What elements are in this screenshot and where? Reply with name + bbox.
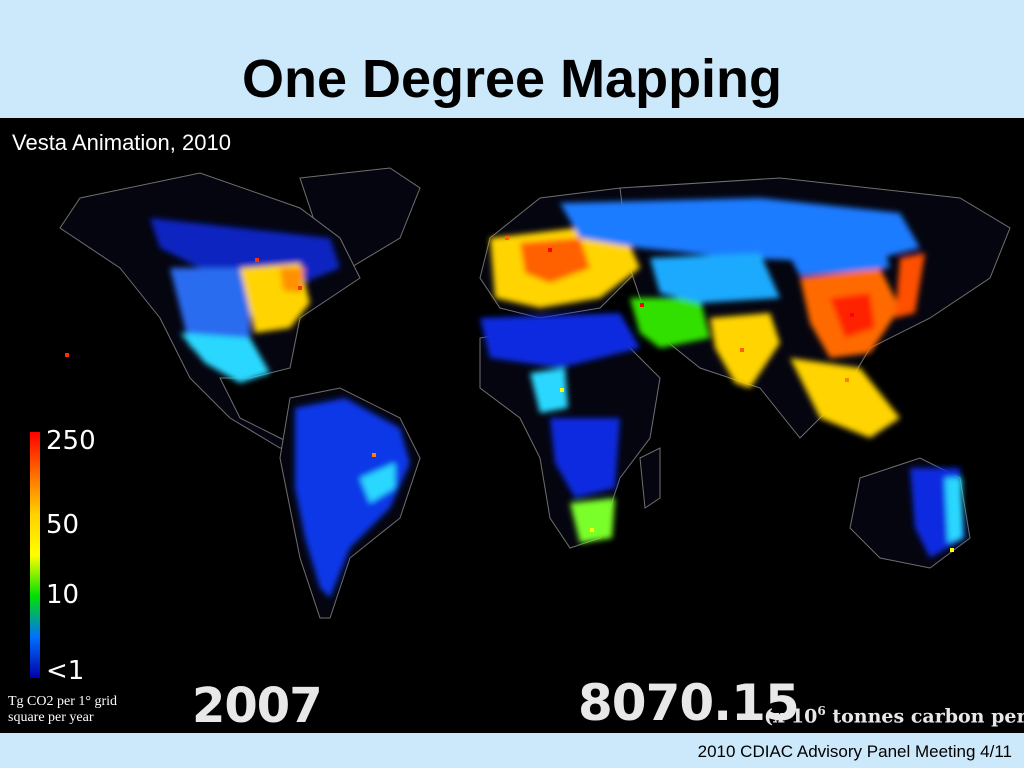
usa-west-emission xyxy=(170,268,250,348)
mexico-emission xyxy=(180,333,270,383)
hotspot xyxy=(740,348,744,352)
hotspot-dots xyxy=(65,236,954,552)
color-legend-bar xyxy=(30,432,40,678)
central-africa-emission xyxy=(550,418,620,498)
map-caption: Vesta Animation, 2010 xyxy=(12,130,231,155)
legend-label-50: 50 xyxy=(46,510,80,540)
madagascar-outline xyxy=(639,447,661,509)
hotspot xyxy=(950,548,954,552)
europe-core-emission xyxy=(520,238,590,283)
hotspot xyxy=(372,453,376,457)
total-emission-unit: (x 106 tonnes carbon per year xyxy=(764,704,1024,727)
legend-label-10: 10 xyxy=(46,580,80,610)
mongolia-emission xyxy=(780,233,890,276)
unit-exponent: 6 xyxy=(817,704,826,718)
hotspot xyxy=(298,286,302,290)
emission-regions xyxy=(150,198,965,598)
hotspot xyxy=(505,236,509,240)
hotspot xyxy=(255,258,259,262)
total-emission-value: 8070.15 xyxy=(578,674,800,732)
hotspot xyxy=(548,248,552,252)
slide-footer: 2010 CDIAC Advisory Panel Meeting 4/11 xyxy=(697,742,1012,761)
hotspot xyxy=(845,378,849,382)
se-asia-emission xyxy=(790,358,900,438)
south-africa-emission xyxy=(570,498,615,543)
year-label: 2007 xyxy=(192,678,323,733)
slide-title: One Degree Mapping xyxy=(241,49,783,109)
hotspot xyxy=(850,313,854,317)
legend-label-lt1: <1 xyxy=(46,656,85,686)
legend-unit-text: Tg CO2 per 1° grid square per year xyxy=(8,694,118,725)
unit-prefix: (x 10 xyxy=(764,705,818,728)
hotspot xyxy=(560,388,564,392)
unit-suffix: tonnes carbon per year xyxy=(832,705,1024,728)
india-emission xyxy=(710,313,780,388)
north-africa-emission xyxy=(480,313,640,368)
central-asia-emission xyxy=(650,253,780,303)
legend-label-250: 250 xyxy=(46,426,96,456)
australia-east-emission xyxy=(945,478,962,543)
emissions-map: Vesta Animation, 2010 250 50 10 <1 Tg CO… xyxy=(0,118,1024,733)
brazil-coast-emission xyxy=(360,463,395,503)
hotspot xyxy=(640,303,644,307)
middle-east-emission xyxy=(630,298,710,348)
west-africa-emission xyxy=(530,368,568,413)
hotspot xyxy=(590,528,594,532)
japan-emission xyxy=(895,253,925,318)
hotspot xyxy=(65,353,69,357)
world-map-graphic xyxy=(59,167,1011,619)
south-america-emission xyxy=(295,398,410,598)
